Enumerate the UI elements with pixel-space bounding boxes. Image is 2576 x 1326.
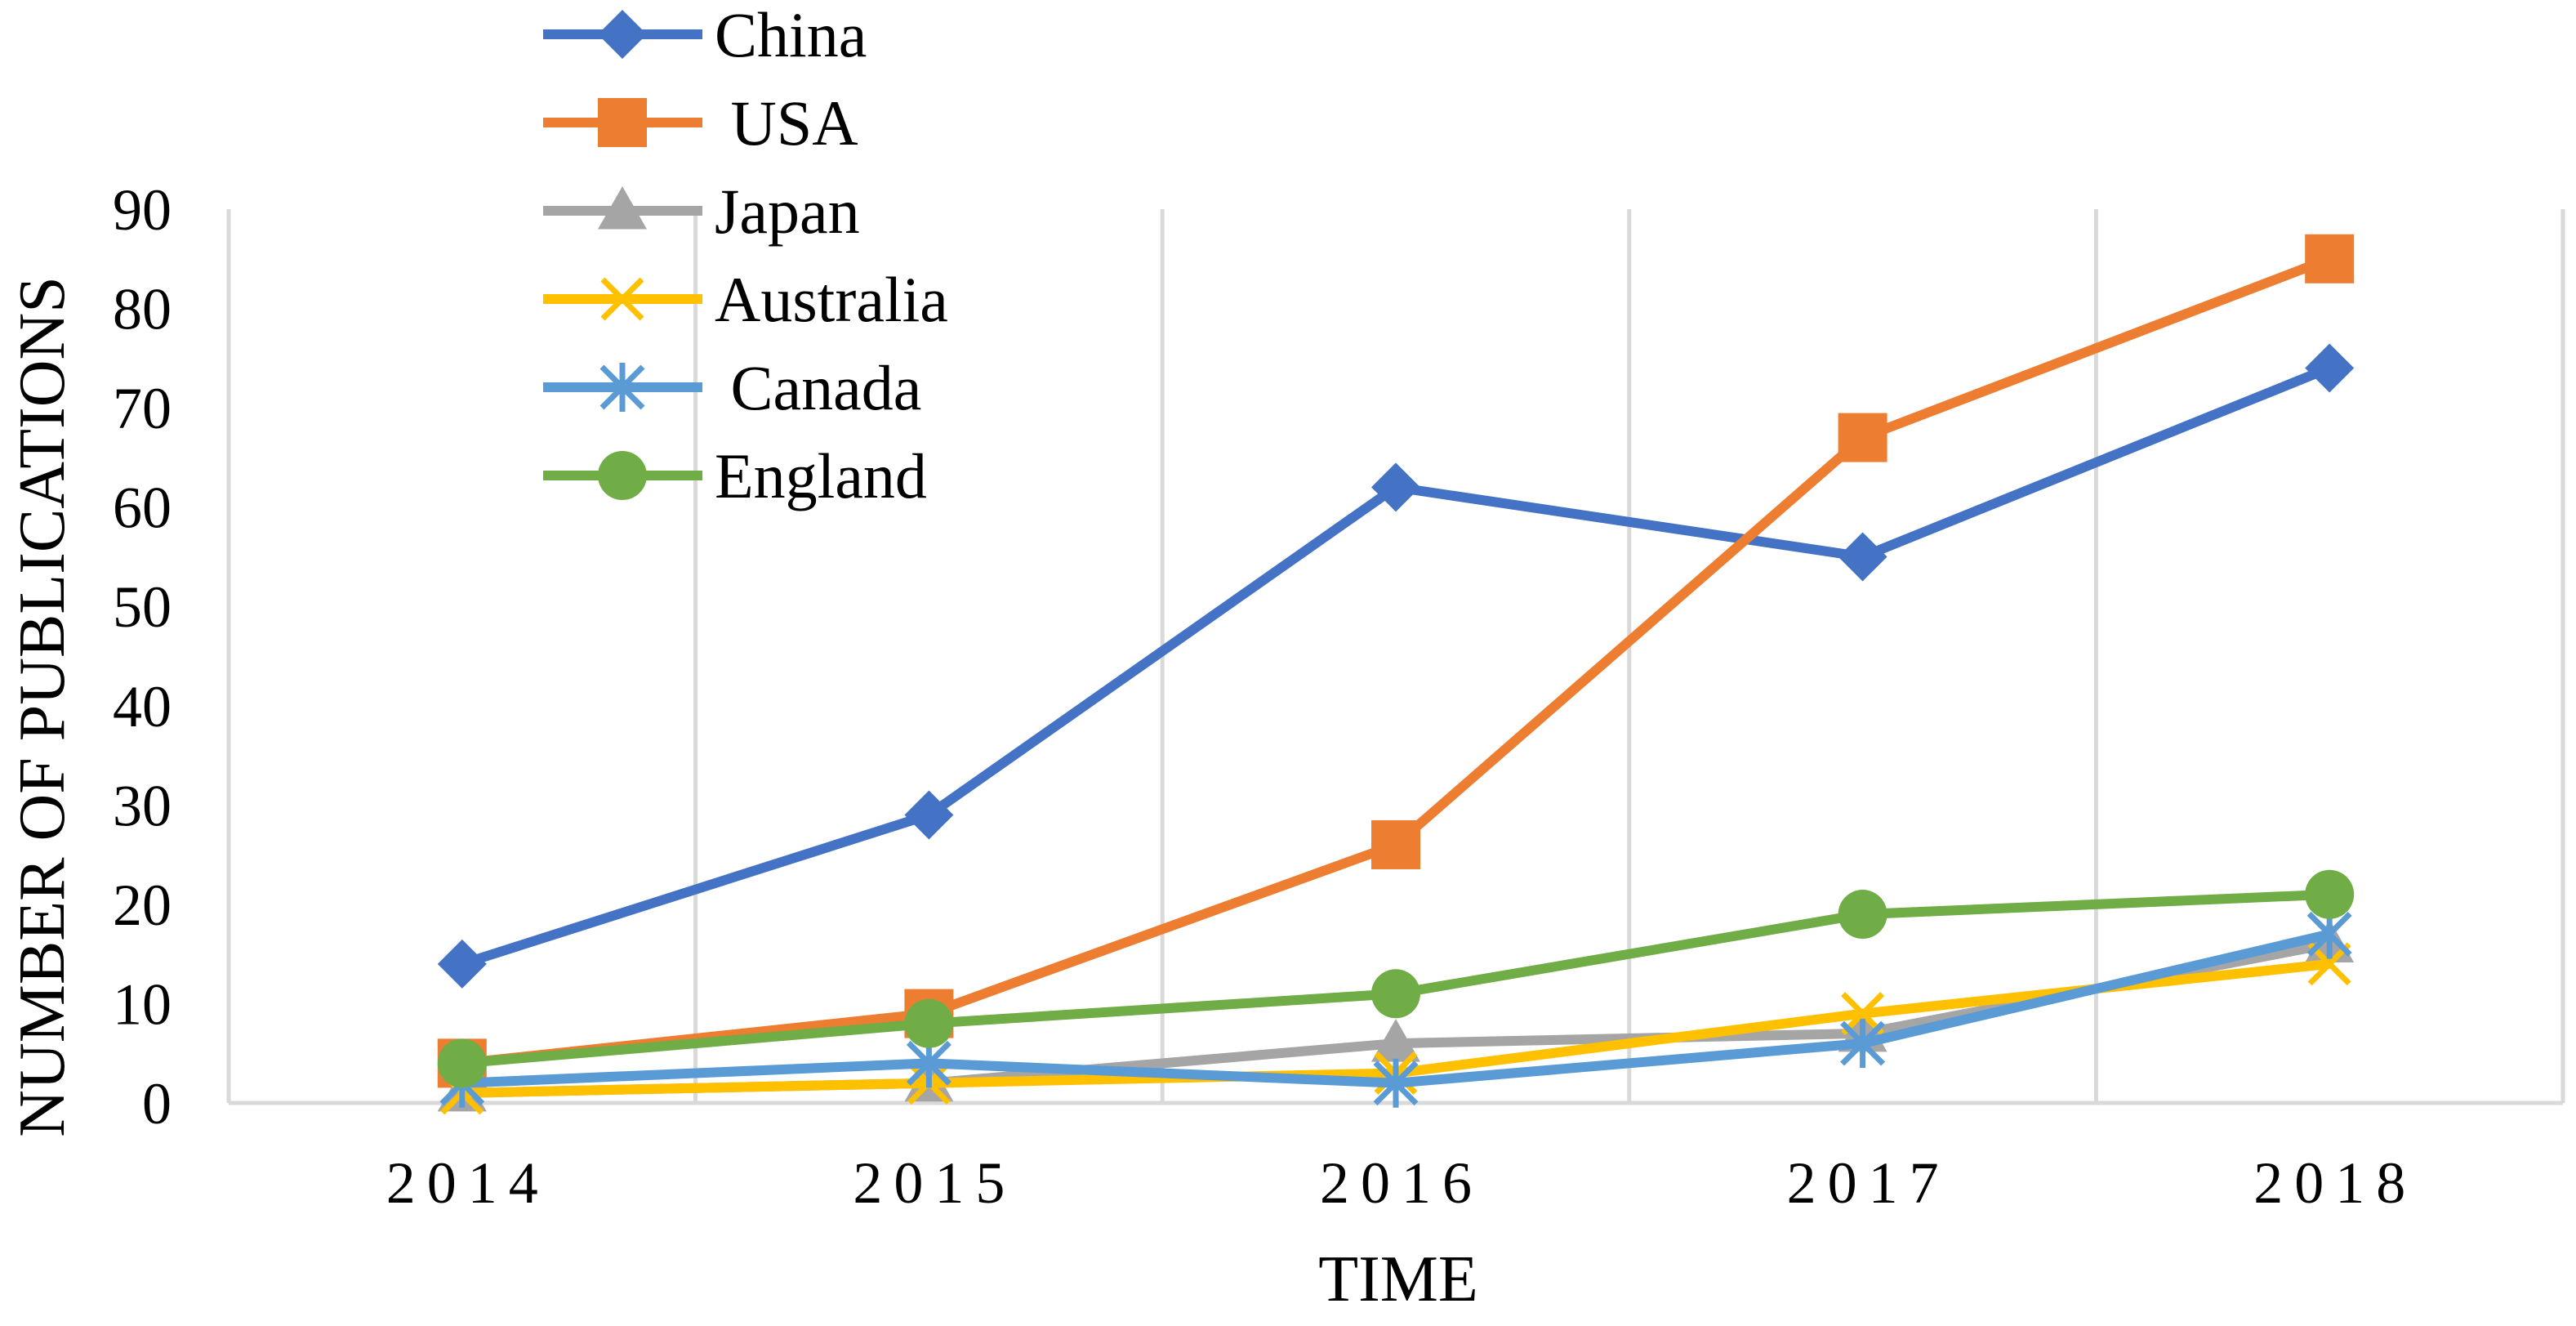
data-point-marker bbox=[904, 790, 954, 840]
y-tick-label: 20 bbox=[113, 873, 172, 938]
x-tick-label: 2017 bbox=[1787, 1150, 1950, 1216]
data-point-marker bbox=[600, 277, 644, 321]
series-england bbox=[437, 869, 2355, 1088]
series-layer bbox=[437, 234, 2355, 1115]
y-tick-label: 70 bbox=[113, 376, 172, 441]
legend-label: Australia bbox=[715, 264, 948, 335]
y-tick-label: 40 bbox=[113, 674, 172, 739]
y-tick-label: 90 bbox=[113, 177, 172, 243]
data-point-marker bbox=[598, 451, 647, 500]
data-point-marker bbox=[437, 939, 487, 989]
data-point-marker bbox=[1371, 462, 1420, 512]
x-axis-title: TIME bbox=[1318, 1243, 1478, 1315]
data-point-marker bbox=[2305, 343, 2355, 393]
legend-label: China bbox=[715, 0, 867, 70]
x-tick-label: 2018 bbox=[2253, 1150, 2417, 1216]
data-point-marker bbox=[1371, 1019, 1420, 1062]
data-point-marker bbox=[1371, 969, 1420, 1019]
legend: China USA Japan Australia Canada England bbox=[543, 0, 948, 511]
legend-label: USA bbox=[715, 87, 858, 158]
data-point-marker bbox=[2305, 234, 2355, 284]
legend-item: Canada bbox=[543, 352, 921, 423]
data-point-marker bbox=[1840, 1019, 1886, 1069]
y-tick-label: 50 bbox=[113, 574, 172, 640]
y-tick-labels: 0 10 20 30 40 50 60 70 80 90 bbox=[113, 177, 172, 1136]
data-point-marker bbox=[1838, 890, 1887, 940]
data-point-marker bbox=[598, 186, 647, 230]
y-tick-label: 60 bbox=[113, 475, 172, 541]
data-point-marker bbox=[599, 363, 645, 412]
x-tick-label: 2015 bbox=[853, 1150, 1016, 1216]
legend-label: Japan bbox=[715, 176, 860, 247]
legend-label: England bbox=[715, 440, 927, 511]
data-point-marker bbox=[1371, 819, 1420, 869]
y-tick-label: 0 bbox=[142, 1071, 172, 1136]
y-tick-label: 30 bbox=[113, 773, 172, 838]
data-point-marker bbox=[598, 10, 647, 59]
data-point-marker bbox=[1838, 532, 1887, 582]
legend-item: Japan bbox=[543, 176, 860, 247]
legend-item: England bbox=[543, 440, 927, 511]
x-tick-label: 2014 bbox=[386, 1150, 550, 1216]
data-point-marker bbox=[1838, 413, 1887, 462]
x-tick-labels: 2014 2015 2016 2017 2018 bbox=[386, 1150, 2417, 1216]
legend-item: USA bbox=[543, 87, 858, 158]
x-tick-label: 2016 bbox=[1320, 1150, 1483, 1216]
data-point-marker bbox=[2305, 869, 2355, 919]
data-point-marker bbox=[437, 1038, 487, 1088]
data-point-marker bbox=[1373, 1058, 1419, 1108]
data-point-marker bbox=[904, 998, 954, 1048]
legend-item: Australia bbox=[543, 264, 948, 335]
legend-item: China bbox=[543, 0, 867, 70]
series-china bbox=[437, 343, 2355, 989]
legend-label: Canada bbox=[715, 352, 921, 423]
data-point-marker bbox=[598, 98, 647, 147]
y-tick-label: 10 bbox=[113, 971, 172, 1037]
y-axis-title: NUMBER OF PUBLICATIONS bbox=[7, 276, 78, 1136]
y-tick-label: 80 bbox=[113, 277, 172, 342]
